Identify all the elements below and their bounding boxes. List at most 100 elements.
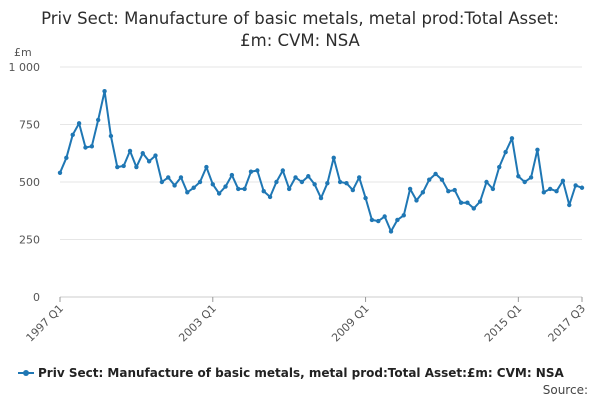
data-point <box>579 185 585 190</box>
data-point <box>140 151 145 156</box>
data-point <box>369 217 375 223</box>
data-point <box>318 195 324 201</box>
data-point <box>439 177 445 182</box>
data-point <box>57 170 63 175</box>
legend-swatch-icon <box>18 367 34 379</box>
data-point <box>306 174 311 179</box>
data-point <box>197 179 203 185</box>
y-tick-label: 1 000 <box>9 61 41 74</box>
data-point <box>465 200 470 205</box>
data-point <box>64 155 69 161</box>
data-point <box>497 164 502 170</box>
data-point <box>401 213 406 218</box>
legend: Priv Sect: Manufacture of basic metals, … <box>18 366 564 380</box>
y-tick-label: 0 <box>33 291 40 304</box>
data-point <box>70 132 75 138</box>
data-point <box>388 229 394 234</box>
data-point <box>407 186 413 192</box>
data-point <box>522 179 527 185</box>
data-point <box>108 133 114 139</box>
data-point <box>159 179 165 185</box>
data-point <box>299 179 305 185</box>
data-point <box>95 117 101 123</box>
data-point <box>363 195 368 201</box>
data-point <box>567 202 572 208</box>
y-tick-label: 500 <box>19 176 40 189</box>
data-point <box>312 182 317 187</box>
x-tick-label: 2015 Q1 <box>482 302 525 345</box>
data-point <box>242 186 247 192</box>
data-point <box>547 186 553 192</box>
data-point <box>293 175 298 180</box>
data-point <box>344 180 349 186</box>
y-tick-label: 250 <box>19 234 40 247</box>
data-point <box>528 175 534 180</box>
data-point <box>76 121 82 126</box>
data-point <box>535 147 540 152</box>
data-point <box>267 194 273 200</box>
y-tick-label: 750 <box>19 119 40 132</box>
x-tick-label: 2003 Q1 <box>176 302 219 345</box>
data-point <box>185 190 190 195</box>
data-point <box>471 206 476 211</box>
data-point <box>166 175 171 180</box>
data-point <box>446 189 451 194</box>
data-point <box>261 189 266 194</box>
data-point <box>146 159 152 164</box>
legend-label: Priv Sect: Manufacture of basic metals, … <box>38 366 564 380</box>
data-point <box>89 144 95 149</box>
y-axis-label: £m <box>14 46 32 59</box>
data-point <box>414 198 419 203</box>
data-point <box>210 182 215 187</box>
data-point <box>172 183 177 188</box>
data-point <box>337 179 343 185</box>
data-point <box>115 164 120 170</box>
data-point <box>236 186 241 192</box>
data-point <box>382 214 387 219</box>
data-point <box>216 191 222 196</box>
data-point <box>541 190 547 195</box>
data-point <box>395 217 400 223</box>
x-tick-label: 2009 Q1 <box>329 302 372 345</box>
data-point <box>286 186 292 192</box>
data-point <box>102 88 107 94</box>
series-line <box>59 90 583 233</box>
data-point <box>191 185 196 190</box>
legend-dot <box>23 370 29 376</box>
x-tick-label: 1997 Q1 <box>24 302 67 345</box>
chart-title: Priv Sect: Manufacture of basic metals, … <box>41 9 559 50</box>
data-point <box>350 187 356 193</box>
data-point <box>280 168 286 173</box>
data-point <box>427 177 432 182</box>
data-point <box>458 200 464 205</box>
data-point <box>376 218 381 224</box>
data-point <box>503 149 508 155</box>
data-point <box>452 187 457 193</box>
data-point <box>248 169 254 174</box>
data-point <box>274 179 279 185</box>
data-point <box>204 164 209 170</box>
data-point <box>560 178 566 184</box>
data-point <box>229 172 235 178</box>
data-point <box>121 163 126 169</box>
data-point <box>573 183 578 188</box>
data-point <box>433 171 438 177</box>
data-point <box>554 189 559 194</box>
data-point <box>134 164 139 170</box>
data-point <box>178 175 184 180</box>
data-point <box>83 145 88 150</box>
data-point <box>127 148 133 154</box>
data-point <box>509 136 515 141</box>
data-point <box>325 180 330 186</box>
data-point <box>331 155 336 161</box>
data-point <box>223 184 228 189</box>
data-point <box>477 199 483 204</box>
data-point <box>356 175 362 180</box>
data-point <box>490 186 496 192</box>
data-point <box>420 190 426 195</box>
data-point <box>153 153 158 158</box>
x-tick-label: 2017 Q3 <box>546 302 589 345</box>
data-point <box>255 168 260 173</box>
